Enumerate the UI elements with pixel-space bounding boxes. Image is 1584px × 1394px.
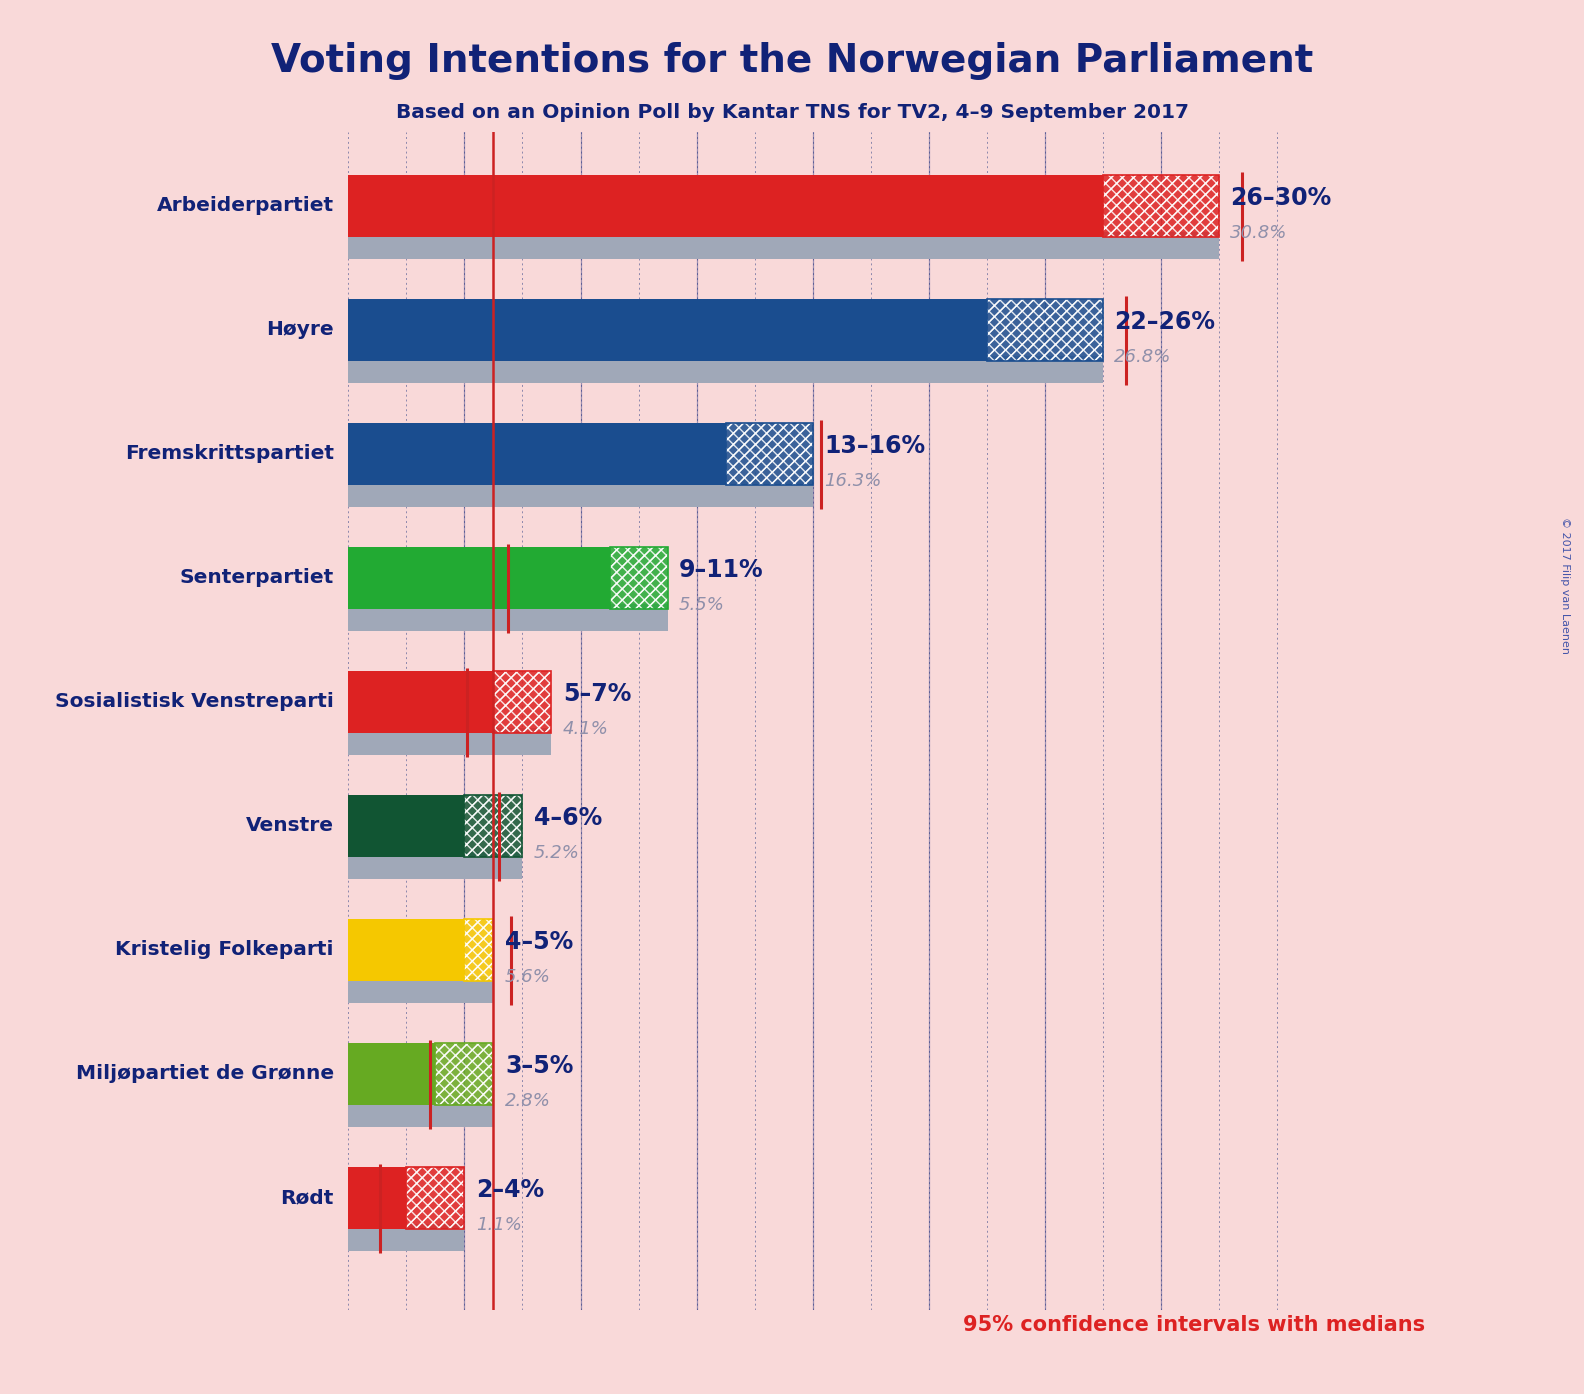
Bar (464, 795, 523, 856)
Text: 4–6%: 4–6% (534, 806, 602, 829)
Bar (1102, 174, 1218, 237)
Bar (348, 546, 610, 609)
Bar (494, 671, 551, 733)
Bar (464, 919, 494, 980)
Bar (987, 298, 1102, 361)
Bar (1102, 174, 1218, 237)
Bar (464, 919, 494, 980)
Bar (407, 1167, 464, 1228)
Text: Based on an Opinion Poll by Kantar TNS for TV2, 4–9 September 2017: Based on an Opinion Poll by Kantar TNS f… (396, 103, 1188, 123)
Bar (348, 976, 494, 1002)
Bar (348, 174, 1102, 237)
Bar (407, 1167, 464, 1228)
Text: 5–7%: 5–7% (562, 682, 632, 707)
Text: Miljøpartiet de Grønne: Miljøpartiet de Grønne (76, 1064, 334, 1083)
Text: 30.8%: 30.8% (1231, 224, 1288, 243)
Bar (610, 546, 667, 609)
Bar (464, 919, 494, 980)
Bar (348, 919, 464, 980)
Bar (348, 795, 464, 856)
Text: 2.8%: 2.8% (505, 1092, 551, 1110)
Text: 5.6%: 5.6% (505, 967, 551, 986)
Text: Voting Intentions for the Norwegian Parliament: Voting Intentions for the Norwegian Parl… (271, 42, 1313, 79)
Bar (1102, 174, 1218, 237)
Text: 3–5%: 3–5% (505, 1054, 573, 1078)
Text: 4–5%: 4–5% (505, 930, 573, 953)
Bar (407, 1167, 464, 1228)
Text: Høyre: Høyre (266, 321, 334, 339)
Bar (725, 422, 813, 485)
Text: Sosialistisk Venstreparti: Sosialistisk Venstreparti (55, 691, 334, 711)
Bar (436, 1043, 494, 1104)
Bar (610, 546, 667, 609)
Bar (348, 1224, 464, 1250)
Bar (348, 355, 1102, 383)
Text: 13–16%: 13–16% (824, 434, 925, 459)
Bar (987, 298, 1102, 361)
Text: 16.3%: 16.3% (824, 471, 882, 489)
Bar (494, 671, 551, 733)
Text: 26–30%: 26–30% (1231, 187, 1332, 210)
Text: 5.5%: 5.5% (680, 595, 725, 613)
Text: 9–11%: 9–11% (680, 558, 763, 583)
Bar (436, 1043, 494, 1104)
Bar (436, 1043, 494, 1104)
Bar (348, 1100, 494, 1126)
Bar (348, 298, 987, 361)
Bar (348, 1043, 436, 1104)
Bar (348, 1167, 407, 1228)
Bar (348, 480, 813, 507)
Bar (348, 671, 494, 733)
Bar (494, 671, 551, 733)
Text: Senterpartiet: Senterpartiet (179, 569, 334, 587)
Text: 26.8%: 26.8% (1114, 348, 1172, 365)
Text: 95% confidence intervals with medians: 95% confidence intervals with medians (963, 1316, 1426, 1335)
Bar (348, 231, 1218, 259)
Bar (348, 728, 551, 756)
Text: 4.1%: 4.1% (562, 719, 608, 737)
Bar (725, 422, 813, 485)
Bar (987, 298, 1102, 361)
Bar (725, 422, 813, 485)
Bar (464, 795, 523, 856)
Text: Rødt: Rødt (280, 1188, 334, 1207)
Text: Kristelig Folkeparti: Kristelig Folkeparti (116, 940, 334, 959)
Bar (610, 546, 667, 609)
Bar (348, 852, 523, 878)
Bar (464, 795, 523, 856)
Bar (348, 422, 725, 485)
Text: 2–4%: 2–4% (477, 1178, 545, 1202)
Text: Venstre: Venstre (246, 815, 334, 835)
Text: 22–26%: 22–26% (1114, 309, 1215, 335)
Text: 1.1%: 1.1% (477, 1216, 523, 1234)
Text: Fremskrittspartiet: Fremskrittspartiet (125, 445, 334, 463)
Bar (348, 604, 667, 631)
Text: Arbeiderpartiet: Arbeiderpartiet (157, 197, 334, 215)
Text: © 2017 Filip van Laenen: © 2017 Filip van Laenen (1560, 517, 1570, 654)
Text: 5.2%: 5.2% (534, 843, 580, 861)
